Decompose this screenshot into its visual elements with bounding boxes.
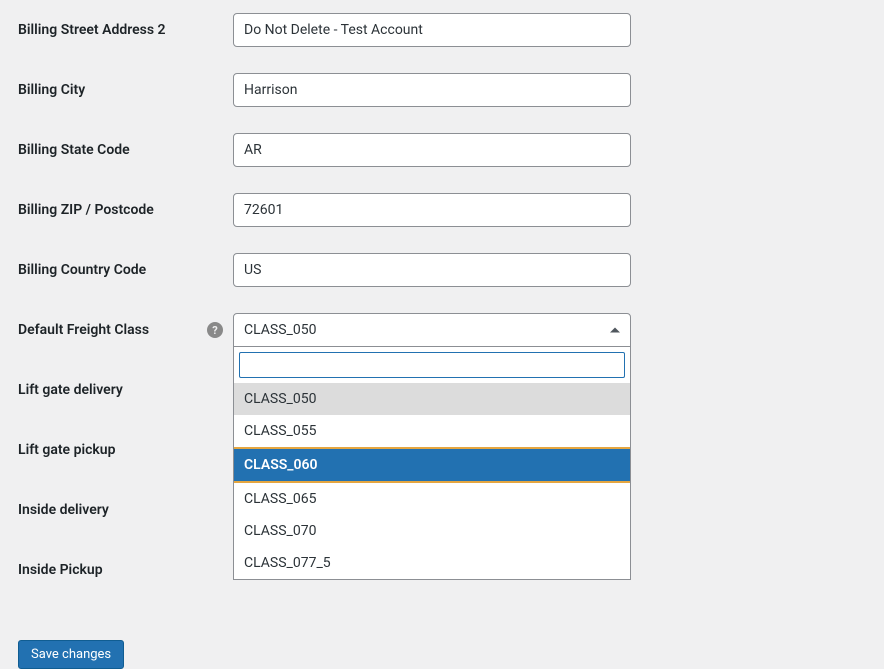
field-wrapper: CLASS_050 CLASS_050CLASS_055CLASS_060CLA… [233,313,631,347]
settings-form: Billing Street Address 2 Billing City Bi… [0,0,884,669]
label-billing-zip: Billing ZIP / Postcode [18,202,233,218]
field-row-billing-street-2: Billing Street Address 2 [18,0,866,60]
dropdown-option[interactable]: CLASS_070 [234,515,630,547]
dropdown-search-wrapper [234,347,630,383]
save-button[interactable]: Save changes [18,640,124,669]
label-lift-gate-delivery: Lift gate delivery [18,382,233,398]
field-wrapper [233,13,631,47]
field-wrapper [233,253,631,287]
label-freight-class: Default Freight Class ? [18,322,233,338]
field-row-billing-city: Billing City [18,60,866,120]
label-billing-state: Billing State Code [18,142,233,158]
freight-class-dropdown: CLASS_050CLASS_055CLASS_060CLASS_065CLAS… [233,347,631,580]
dropdown-options-list: CLASS_050CLASS_055CLASS_060CLASS_065CLAS… [234,383,630,579]
field-wrapper [233,133,631,167]
label-billing-street-2: Billing Street Address 2 [18,22,233,38]
input-billing-state[interactable] [233,133,631,167]
field-row-billing-state: Billing State Code [18,120,866,180]
dropdown-option[interactable]: CLASS_065 [234,483,630,515]
field-row-freight-class: Default Freight Class ? CLASS_050 CLASS_… [18,300,866,360]
label-billing-city: Billing City [18,82,233,98]
freight-class-label-text: Default Freight Class [18,322,149,338]
chevron-up-icon [610,328,620,333]
dropdown-option[interactable]: CLASS_077_5 [234,547,630,579]
dropdown-option[interactable]: CLASS_050 [234,383,630,415]
dropdown-option[interactable]: CLASS_060 [234,447,630,483]
dropdown-option[interactable]: CLASS_055 [234,415,630,447]
field-row-billing-country: Billing Country Code [18,240,866,300]
label-inside-pickup: Inside Pickup [18,562,233,578]
freight-class-display[interactable]: CLASS_050 [233,313,631,347]
field-row-billing-zip: Billing ZIP / Postcode [18,180,866,240]
label-billing-country: Billing Country Code [18,262,233,278]
input-billing-street-2[interactable] [233,13,631,47]
input-billing-zip[interactable] [233,193,631,227]
dropdown-search-input[interactable] [239,352,625,378]
field-wrapper [233,73,631,107]
freight-class-selected-value: CLASS_050 [244,322,316,338]
field-wrapper [233,193,631,227]
input-billing-city[interactable] [233,73,631,107]
label-inside-delivery: Inside delivery [18,502,233,518]
input-billing-country[interactable] [233,253,631,287]
help-icon[interactable]: ? [207,322,223,338]
freight-class-select: CLASS_050 CLASS_050CLASS_055CLASS_060CLA… [233,313,631,347]
label-lift-gate-pickup: Lift gate pickup [18,442,233,458]
button-row: Save changes [18,600,866,669]
